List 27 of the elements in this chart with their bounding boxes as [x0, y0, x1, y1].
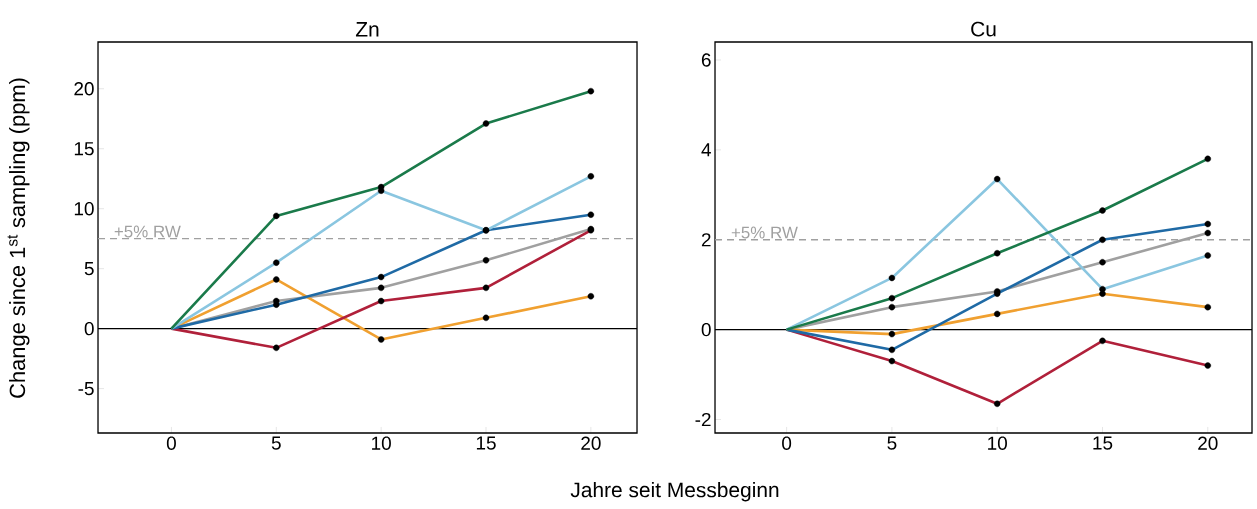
y-tick-label: 0: [84, 321, 94, 336]
y-tick-label: 15: [74, 142, 94, 156]
chart-title: Zn: [355, 22, 379, 37]
x-tick-label: 10: [372, 436, 391, 450]
y-tick-label: -5: [78, 382, 94, 396]
x-tick-label: 20: [1198, 436, 1218, 450]
y-tick-label: 10: [74, 202, 94, 216]
ref-line-label: +5% RW: [114, 225, 181, 238]
x-axis-title: Jahre seit Messbeginn: [570, 481, 779, 502]
x-tick-label: 5: [271, 436, 281, 450]
x-tick-label: 0: [782, 436, 792, 450]
x-tick-label: 15: [476, 436, 496, 450]
chart-title: Cu: [971, 21, 996, 37]
y-tick-label: 20: [74, 82, 94, 96]
y-tick-label: 2: [701, 233, 711, 247]
x-tick-label: 0: [166, 436, 176, 450]
y-tick-label: 0: [701, 322, 711, 337]
x-tick-label: 15: [1093, 436, 1113, 450]
x-tick-label: 10: [988, 436, 1007, 450]
y-tick-label: 6: [701, 53, 711, 67]
ref-line-label: +5% RW: [731, 226, 798, 239]
y-tick-label: 4: [701, 143, 711, 157]
y-axis-title: Change since 1$^{st}$ sampling (ppm): [7, 78, 30, 398]
x-tick-label: 5: [887, 436, 897, 450]
y-tick-label: -2: [695, 412, 711, 427]
x-tick-label: 20: [581, 436, 601, 450]
y-tick-label: 5: [84, 262, 94, 276]
